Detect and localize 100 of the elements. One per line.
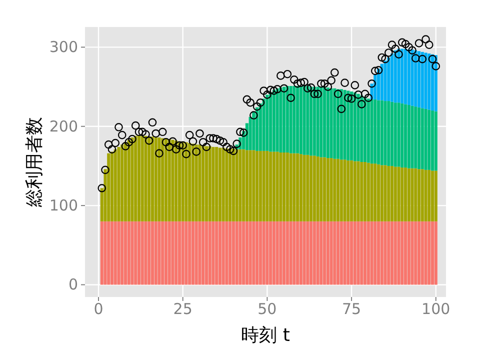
bar [242, 149, 246, 222]
bar [400, 48, 404, 104]
bar [370, 221, 374, 285]
bar [286, 221, 289, 285]
bar [299, 86, 302, 154]
bar [144, 136, 148, 222]
bar [266, 94, 269, 151]
bar [276, 88, 279, 152]
bar [366, 162, 370, 222]
bar [168, 139, 171, 222]
bar [320, 86, 323, 158]
bar [360, 221, 364, 285]
bar [356, 94, 360, 162]
bar [228, 148, 232, 222]
bar [232, 148, 235, 222]
bar [171, 221, 174, 285]
bar [252, 221, 256, 285]
bar [279, 88, 282, 152]
bar [171, 140, 174, 222]
bar [387, 57, 390, 102]
bar [292, 153, 296, 222]
bar [417, 169, 421, 222]
bar [174, 221, 178, 285]
bar [364, 162, 367, 222]
bar [346, 160, 350, 222]
bar [228, 221, 232, 285]
bar [420, 52, 424, 108]
bar [420, 108, 424, 170]
bar [404, 48, 408, 104]
bar [360, 162, 364, 222]
bar [282, 221, 286, 285]
bar [366, 221, 370, 285]
bar [225, 221, 228, 285]
bar [262, 98, 266, 151]
bar [269, 92, 272, 152]
bar [316, 156, 320, 222]
bar [430, 110, 434, 171]
bar [235, 149, 238, 222]
bar [410, 221, 414, 285]
bar [296, 86, 300, 154]
bar [245, 221, 248, 285]
bar [306, 154, 310, 222]
bar [289, 153, 292, 222]
bar [430, 221, 434, 285]
bar [380, 64, 384, 100]
bar [404, 221, 408, 285]
bar [350, 92, 354, 160]
bar [430, 170, 434, 222]
bar [316, 221, 320, 285]
bar [394, 166, 397, 222]
bar [346, 221, 350, 285]
bar [158, 137, 161, 222]
bar [417, 51, 421, 108]
bar [374, 164, 377, 222]
bar [387, 221, 390, 285]
bar [100, 221, 104, 285]
bar [310, 156, 313, 222]
bar [384, 221, 387, 285]
x-tick-label: 50 [258, 300, 277, 318]
bar [302, 86, 306, 155]
bar [326, 221, 330, 285]
bar [258, 150, 262, 222]
bar [326, 88, 330, 158]
bar [258, 221, 262, 285]
bar [130, 137, 134, 222]
bar [272, 90, 276, 152]
bar [312, 221, 316, 285]
bar [137, 135, 140, 222]
bar [164, 138, 168, 222]
bar [202, 145, 205, 222]
bar [238, 221, 242, 285]
bar [120, 144, 124, 222]
bar [168, 221, 171, 285]
bar [161, 221, 164, 285]
bar [110, 152, 114, 222]
bar [266, 221, 269, 285]
bar [282, 152, 286, 222]
bar [377, 100, 380, 164]
bar [110, 221, 114, 285]
bar [181, 141, 184, 222]
bar [212, 146, 215, 222]
bar [127, 221, 130, 285]
bar [320, 221, 323, 285]
bar [279, 152, 282, 222]
bar [222, 221, 225, 285]
bar [272, 221, 276, 285]
bar [276, 152, 279, 222]
x-tick-label: 0 [94, 300, 104, 318]
bar [296, 153, 300, 222]
bar [366, 98, 370, 163]
bar [154, 137, 158, 222]
bar [410, 106, 414, 168]
bar [158, 221, 161, 285]
bar [302, 154, 306, 222]
bar [256, 107, 259, 151]
bar [350, 160, 354, 222]
bar [364, 221, 367, 285]
bar [117, 146, 120, 222]
bar [306, 86, 310, 155]
bar [289, 221, 292, 285]
